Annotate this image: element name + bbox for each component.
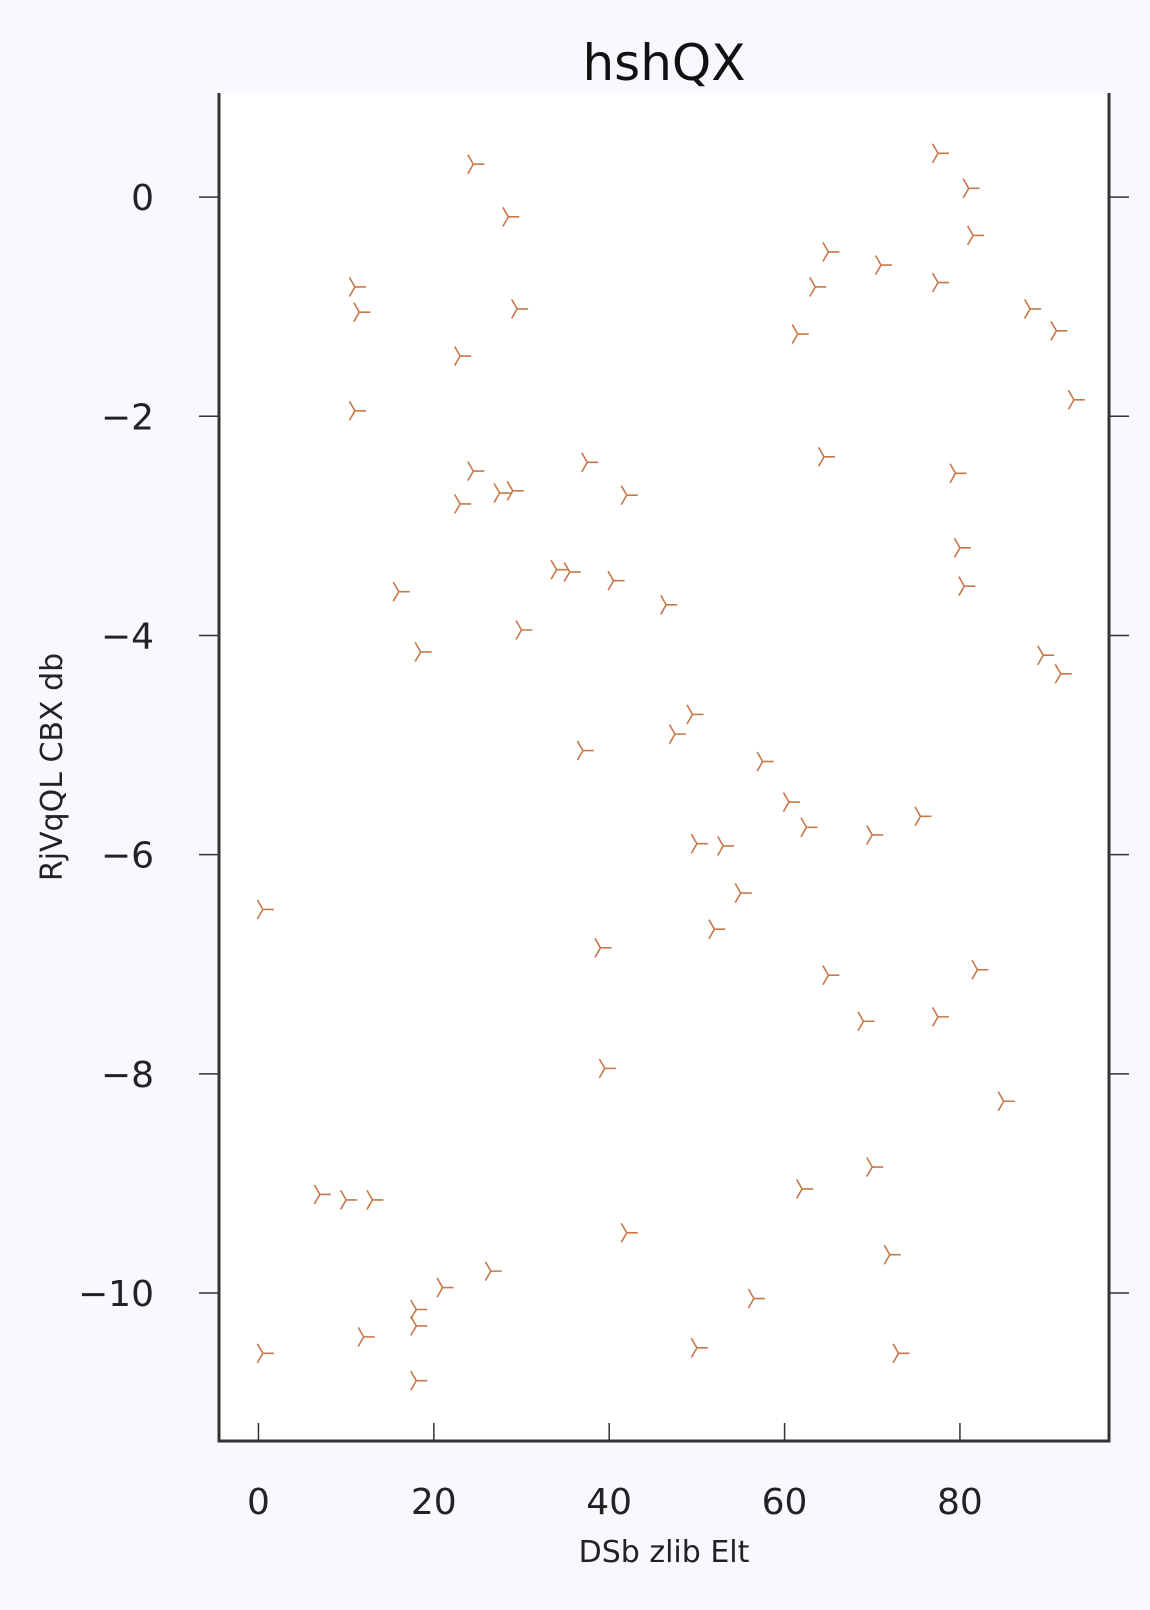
y-ticks: 0 −2 −4 −6 −8 −10 xyxy=(78,178,1129,1315)
data-point xyxy=(1050,320,1068,341)
data-point xyxy=(484,1261,502,1282)
data-point xyxy=(866,825,884,845)
data-point xyxy=(931,1006,950,1027)
data-point xyxy=(668,724,686,745)
data-point xyxy=(453,494,472,514)
data-point xyxy=(686,704,704,725)
data-point xyxy=(866,1157,884,1177)
data-point xyxy=(958,576,976,597)
data-point xyxy=(410,1316,428,1336)
data-points xyxy=(256,143,1085,1391)
data-point xyxy=(966,225,985,246)
data-point xyxy=(410,1370,428,1391)
data-point xyxy=(563,561,581,582)
data-point xyxy=(353,302,371,323)
data-point xyxy=(747,1288,765,1309)
data-point xyxy=(506,480,524,501)
data-point xyxy=(659,594,678,615)
data-point xyxy=(690,1337,708,1358)
data-point xyxy=(822,965,840,986)
data-point xyxy=(576,740,594,761)
data-point xyxy=(1023,298,1042,319)
data-point xyxy=(953,537,971,558)
data-point xyxy=(620,485,638,506)
data-point xyxy=(734,883,752,903)
data-point xyxy=(339,1189,358,1210)
axis-spines xyxy=(217,93,1111,1443)
data-point xyxy=(256,899,274,920)
data-point xyxy=(800,817,818,838)
data-point xyxy=(716,835,735,856)
y-tick-label: 0 xyxy=(131,178,154,219)
data-point xyxy=(594,937,612,958)
data-point xyxy=(795,1179,814,1199)
x-axis-label: DSb zlib Elt xyxy=(579,1535,750,1570)
data-point xyxy=(607,570,625,591)
data-point xyxy=(392,581,410,602)
data-point xyxy=(313,1184,331,1205)
data-point xyxy=(931,143,950,164)
y-axis-label: RjVqQL CBX db xyxy=(35,653,70,881)
data-point xyxy=(892,1343,910,1364)
data-point xyxy=(817,446,836,467)
x-tick-label: 60 xyxy=(762,1482,808,1523)
data-point xyxy=(883,1244,901,1265)
data-point xyxy=(874,255,893,275)
y-tick-label: −10 xyxy=(78,1274,154,1315)
data-point xyxy=(366,1189,384,1210)
data-point xyxy=(791,324,809,345)
data-point xyxy=(620,1222,638,1243)
data-point xyxy=(997,1091,1015,1112)
y-tick-label: −2 xyxy=(101,397,154,438)
chart-title: hshQX xyxy=(582,34,745,92)
data-point xyxy=(782,792,800,812)
data-point xyxy=(510,298,529,319)
y-tick-label: −8 xyxy=(101,1055,154,1096)
plot-area xyxy=(219,93,1109,1441)
data-point xyxy=(914,806,932,827)
data-point xyxy=(809,277,827,297)
data-point xyxy=(348,400,366,421)
data-point xyxy=(857,1011,875,1032)
data-point xyxy=(467,154,485,175)
x-tick-label: 0 xyxy=(247,1482,270,1523)
data-point xyxy=(962,178,980,199)
data-point xyxy=(822,241,840,262)
data-point xyxy=(493,483,511,503)
data-point xyxy=(598,1058,616,1079)
data-point xyxy=(581,452,599,473)
data-point xyxy=(357,1326,375,1347)
data-point xyxy=(467,461,485,482)
data-point xyxy=(1067,389,1085,410)
data-point xyxy=(256,1343,274,1364)
x-tick-label: 40 xyxy=(586,1482,632,1523)
data-point xyxy=(931,272,950,293)
y-tick-label: −4 xyxy=(101,616,154,657)
x-tick-label: 80 xyxy=(937,1482,983,1523)
data-point xyxy=(414,642,432,662)
x-tick-label: 20 xyxy=(411,1482,457,1523)
data-point xyxy=(708,919,726,940)
y-tick-label: −6 xyxy=(101,836,154,877)
data-point xyxy=(436,1277,454,1298)
data-point xyxy=(502,206,520,227)
data-point xyxy=(756,751,774,772)
data-point xyxy=(1054,663,1072,684)
data-point xyxy=(949,463,967,484)
data-point xyxy=(453,346,472,366)
data-point xyxy=(971,959,989,980)
data-point xyxy=(1037,645,1055,666)
data-point xyxy=(348,277,366,297)
data-point xyxy=(515,620,533,640)
x-ticks: 0 20 40 60 80 xyxy=(247,1423,983,1523)
data-point xyxy=(690,833,708,854)
data-point xyxy=(550,559,568,580)
